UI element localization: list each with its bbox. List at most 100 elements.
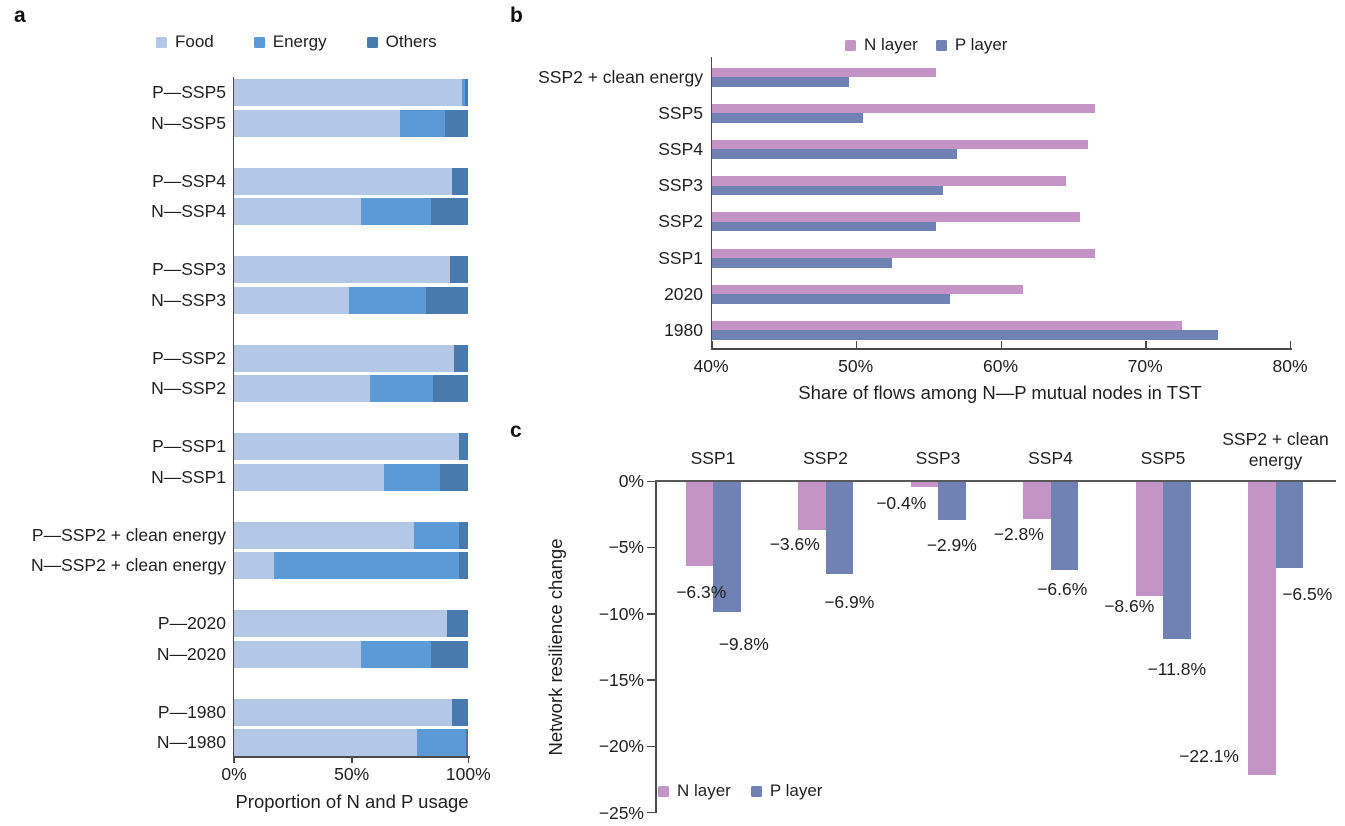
bar-n-layer	[798, 482, 826, 530]
value-label: −2.9%	[926, 535, 977, 555]
value-label: −22.1%	[1179, 746, 1239, 766]
others-swatch-icon	[366, 36, 378, 48]
bar-segment-energy	[273, 552, 459, 579]
value-label: −6.6%	[1037, 579, 1088, 599]
bar-p-layer	[1163, 482, 1191, 639]
bar-segment-food	[234, 167, 452, 195]
x-tick-label: 70%	[1127, 356, 1163, 376]
bar-segment-others	[458, 552, 469, 579]
category-label: N—SSP3	[151, 289, 226, 310]
y-axis-line-b	[710, 57, 712, 349]
legend-c: N layer P layer	[658, 782, 822, 800]
bar-p-layer	[713, 482, 741, 613]
category-label: P—SSP2 + clean energy	[31, 524, 226, 545]
bar-segment-energy	[360, 640, 431, 668]
bar-segment-food	[234, 552, 274, 579]
value-label: −11.8%	[1147, 659, 1207, 679]
bar-p-layer	[938, 482, 966, 521]
category-label: SSP5	[658, 102, 703, 123]
bar-p-layer	[1275, 482, 1303, 569]
panel-a-label: a	[14, 4, 26, 27]
bar-p-layer	[711, 221, 936, 232]
value-label: −0.4%	[876, 493, 927, 513]
legend-label-energy: Energy	[272, 32, 327, 51]
bar-n-layer	[711, 67, 936, 77]
bar-segment-others	[465, 729, 469, 756]
bar-segment-others	[454, 344, 469, 372]
tick-mark	[647, 745, 655, 747]
n-layer-swatch-icon	[845, 39, 856, 51]
tick-mark	[711, 341, 713, 348]
tick-mark	[647, 613, 655, 615]
tick-mark	[647, 679, 655, 681]
column-header-ssp4: SSP4	[1028, 448, 1073, 468]
bar-p-layer	[825, 482, 853, 574]
bar-segment-food	[234, 463, 384, 491]
bar-p-layer	[711, 294, 951, 304]
category-label: SSP2 + clean energy	[538, 66, 703, 87]
column-header-ssp2-clean-energy: SSP2 + clean energy	[1222, 429, 1329, 470]
energy-swatch-icon	[253, 36, 265, 48]
legend-label-others: Others	[385, 32, 437, 51]
legend-item-others: Others	[366, 32, 437, 51]
bar-segment-food	[234, 610, 448, 637]
bar-p-layer	[711, 77, 849, 87]
legend-item-food: Food	[156, 33, 214, 51]
bar-segment-food	[234, 344, 455, 372]
p-layer-swatch-icon	[935, 39, 947, 51]
x-tick-label: 100%	[445, 764, 491, 784]
bar-segment-energy	[383, 463, 441, 491]
y-tick-label: −15%	[598, 670, 644, 690]
category-label: P—SSP1	[152, 436, 226, 456]
y-axis-title-c: Network resilience change	[545, 538, 566, 756]
tick-mark	[647, 546, 655, 548]
bar-n-layer	[711, 103, 1095, 114]
tick-mark	[467, 756, 469, 763]
y-axis-line-a	[232, 77, 234, 757]
bar-segment-energy	[369, 375, 434, 402]
bar-segment-food	[234, 698, 452, 726]
bar-segment-others	[449, 256, 469, 283]
bar-segment-others	[464, 79, 469, 106]
tick-mark	[1145, 341, 1147, 348]
bar-n-layer	[685, 482, 713, 566]
bar-segment-food	[234, 198, 361, 225]
category-label: SSP2	[658, 211, 703, 232]
category-label: N—SSP5	[151, 112, 226, 133]
legend-item-energy: Energy	[253, 32, 327, 51]
column-header-ssp2: SSP2	[803, 448, 848, 468]
tick-mark	[647, 811, 655, 814]
bar-segment-others	[451, 698, 469, 726]
bar-n-layer	[711, 320, 1182, 331]
column-header-ssp3: SSP3	[915, 448, 961, 468]
bar-segment-energy	[414, 521, 459, 549]
bar-segment-others	[458, 433, 469, 460]
category-label: N—2020	[156, 643, 226, 664]
x-tick-label: 0%	[221, 764, 247, 784]
category-label: 2020	[664, 283, 703, 304]
zero-line-c	[654, 480, 1336, 483]
category-label: P—SSP2	[152, 347, 226, 368]
legend-item-n-layer: N layer	[845, 36, 918, 54]
bar-n-layer	[1248, 482, 1276, 776]
bar-segment-food	[234, 521, 415, 549]
bar-n-layer	[1135, 482, 1163, 597]
y-tick-label: −10%	[598, 603, 644, 624]
column-header-ssp5: SSP5	[1140, 448, 1186, 468]
bar-segment-food	[234, 109, 401, 137]
tick-mark	[351, 756, 353, 763]
category-label: N—SSP2 + clean energy	[30, 555, 226, 575]
bar-segment-energy	[462, 79, 465, 106]
y-tick-label: −5%	[608, 537, 644, 558]
bar-n-layer	[711, 248, 1095, 258]
panel-b-label: b	[510, 4, 523, 27]
category-label: P—2020	[157, 613, 226, 633]
legend-label-n-layer: N layer	[864, 35, 918, 54]
bar-segment-food	[234, 375, 370, 402]
y-tick-label: 0%	[618, 471, 644, 491]
category-label: SSP3	[658, 175, 703, 196]
legend-a: Food Energy Others	[156, 33, 437, 51]
legend-label-p-layer: P layer	[769, 781, 823, 800]
bar-n-layer	[711, 176, 1066, 186]
x-tick-label: 40%	[693, 356, 729, 376]
